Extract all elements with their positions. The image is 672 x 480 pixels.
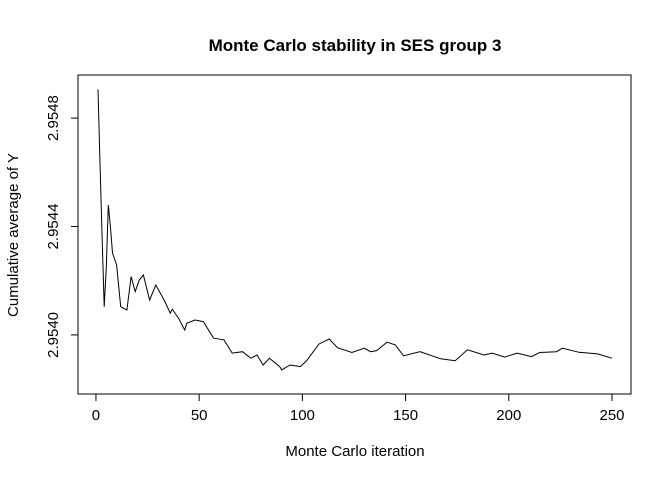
y-tick-label: 2.9548 (45, 95, 62, 141)
x-tick-label: 250 (599, 407, 624, 424)
y-axis-title: Cumulative average of Y (5, 153, 22, 317)
series-line (97, 89, 613, 371)
x-tick-label: 150 (393, 407, 418, 424)
x-tick-label: 200 (496, 407, 521, 424)
x-tick-label: 0 (92, 407, 100, 424)
y-tick-label: 2.9544 (45, 204, 62, 250)
plot-frame (77, 74, 632, 395)
x-axis-title: Monte Carlo iteration (285, 443, 424, 460)
x-axis: 0 50 100 150 200 250 (92, 393, 625, 424)
y-tick-label: 2.9540 (45, 312, 62, 358)
y-axis: 2.9540 2.9544 2.9548 (45, 95, 79, 358)
chart-title: Monte Carlo stability in SES group 3 (209, 36, 502, 55)
x-tick-label: 100 (290, 407, 315, 424)
x-tick-label: 50 (191, 407, 208, 424)
